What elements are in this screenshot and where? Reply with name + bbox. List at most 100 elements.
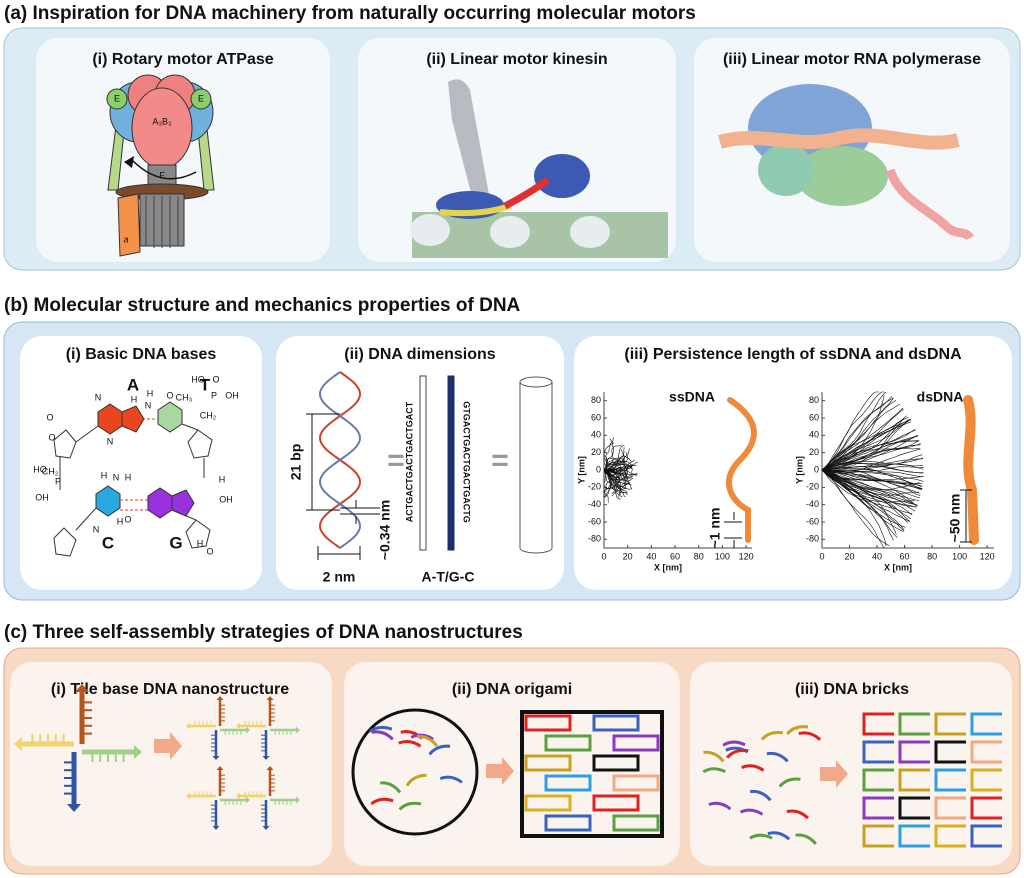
axis-label: Y [nm] xyxy=(576,456,586,484)
atom-label: OH xyxy=(35,492,49,502)
random-walk xyxy=(603,466,633,480)
atom-label: P xyxy=(211,390,217,400)
atom-label: H xyxy=(131,394,138,404)
atom-label: N xyxy=(145,400,152,410)
random-walk xyxy=(603,438,614,471)
x-tick-label: 80 xyxy=(927,551,937,561)
random-walk xyxy=(821,469,923,487)
origami-staple xyxy=(612,734,660,752)
base-label: A xyxy=(127,375,139,394)
atom-label: OH xyxy=(225,390,239,400)
random-walk xyxy=(821,469,890,547)
strand xyxy=(439,775,463,784)
plot-name: dsDNA xyxy=(917,389,964,405)
dimension-label: 2 nm xyxy=(323,569,356,585)
subpanel-title: (i) Rotary motor ATPase xyxy=(92,51,273,68)
subpanel-title: (ii) Linear motor kinesin xyxy=(426,51,607,68)
atom-label: N xyxy=(95,392,102,402)
tile-arrow xyxy=(246,726,250,734)
y-tick-label: -80 xyxy=(806,534,819,544)
atom-label: H xyxy=(117,516,124,526)
random-walk xyxy=(821,428,916,471)
brick xyxy=(934,740,966,764)
atom-label: CH₃ xyxy=(176,392,193,402)
x-tick-label: 60 xyxy=(670,551,680,561)
origami-staple xyxy=(612,814,660,832)
random-walk xyxy=(603,469,619,496)
atom-label: N xyxy=(113,472,120,482)
subunit-label: F xyxy=(159,170,165,180)
subunit-label: E xyxy=(114,93,120,103)
panel-title: (a) Inspiration for DNA machinery from n… xyxy=(4,3,696,24)
y-tick-label: -20 xyxy=(806,482,819,492)
random-walk xyxy=(821,399,897,471)
random-walk xyxy=(821,435,919,471)
strand xyxy=(702,767,726,774)
atom-label: O xyxy=(212,374,219,384)
strand xyxy=(417,734,439,748)
subpanel-title: (i) Basic DNA bases xyxy=(66,346,217,363)
y-tick-label: 20 xyxy=(591,447,601,457)
brick xyxy=(970,740,1002,764)
random-walk xyxy=(821,469,915,503)
brick xyxy=(898,740,930,764)
strand xyxy=(398,801,422,811)
y-tick-label: -60 xyxy=(806,516,819,526)
random-walk xyxy=(821,469,923,490)
random-walk xyxy=(603,439,609,471)
dimension-label: A-T/G-C xyxy=(422,569,475,585)
axis-label: X [nm] xyxy=(654,562,682,572)
y-tick-label: 60 xyxy=(591,412,601,422)
tile-arrow xyxy=(262,756,270,760)
helix-illustration xyxy=(306,371,553,560)
x-tick-label: 100 xyxy=(952,551,967,561)
y-tick-label: 60 xyxy=(809,412,819,422)
atom-label: O xyxy=(206,546,213,556)
brick xyxy=(862,824,894,848)
random-walk xyxy=(821,469,905,531)
random-walk xyxy=(603,459,635,473)
tile-arrow xyxy=(296,796,300,804)
molecule-shape xyxy=(726,397,757,543)
brick xyxy=(898,824,930,848)
y-tick-label: -40 xyxy=(806,499,819,509)
random-walk xyxy=(603,469,609,503)
base-label: T xyxy=(200,375,211,394)
y-tick-label: -60 xyxy=(588,516,601,526)
strand xyxy=(798,731,822,741)
x-tick-label: 0 xyxy=(601,551,606,561)
y-tick-label: 80 xyxy=(809,395,819,405)
strand xyxy=(380,781,402,794)
brick xyxy=(898,796,930,820)
x-tick-label: 120 xyxy=(739,551,754,561)
brick xyxy=(934,796,966,820)
atom-label: H xyxy=(219,474,226,484)
atpase-illustration xyxy=(106,74,215,257)
origami-staple xyxy=(612,774,660,792)
y-tick-label: -40 xyxy=(588,499,601,509)
tile-arrow xyxy=(262,826,270,830)
y-tick-label: 0 xyxy=(814,464,819,474)
tile-arrow xyxy=(186,722,190,730)
random-walk xyxy=(603,469,633,490)
brick xyxy=(934,824,966,848)
dimension-label: 21 bp xyxy=(288,444,304,481)
x-tick-label: 40 xyxy=(646,551,656,561)
random-walk xyxy=(821,454,923,471)
random-walk xyxy=(603,468,627,490)
strand xyxy=(405,773,427,787)
base-label: G xyxy=(169,533,182,552)
origami-staple xyxy=(544,774,592,792)
atom-label: HO xyxy=(191,374,205,384)
random-walk xyxy=(821,444,921,471)
random-walk xyxy=(603,469,618,489)
tile-arrow xyxy=(75,684,89,692)
subunit-label: A₃B₃ xyxy=(152,116,172,126)
tile-arrow xyxy=(14,737,22,751)
random-walk xyxy=(822,463,924,471)
tile-arrow xyxy=(246,796,250,804)
random-walk xyxy=(603,462,628,477)
y-tick-label: -80 xyxy=(588,534,601,544)
atom-label: H xyxy=(125,472,132,482)
